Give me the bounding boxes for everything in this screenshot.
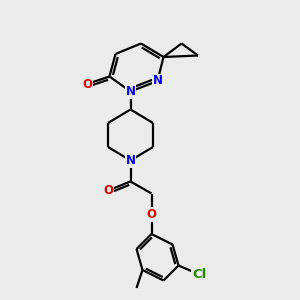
Text: N: N [125,154,136,167]
Text: O: O [146,208,157,221]
Text: N: N [152,74,163,88]
Text: Cl: Cl [192,268,207,281]
Text: N: N [125,85,136,98]
Text: O: O [103,184,113,197]
Text: O: O [82,77,92,91]
